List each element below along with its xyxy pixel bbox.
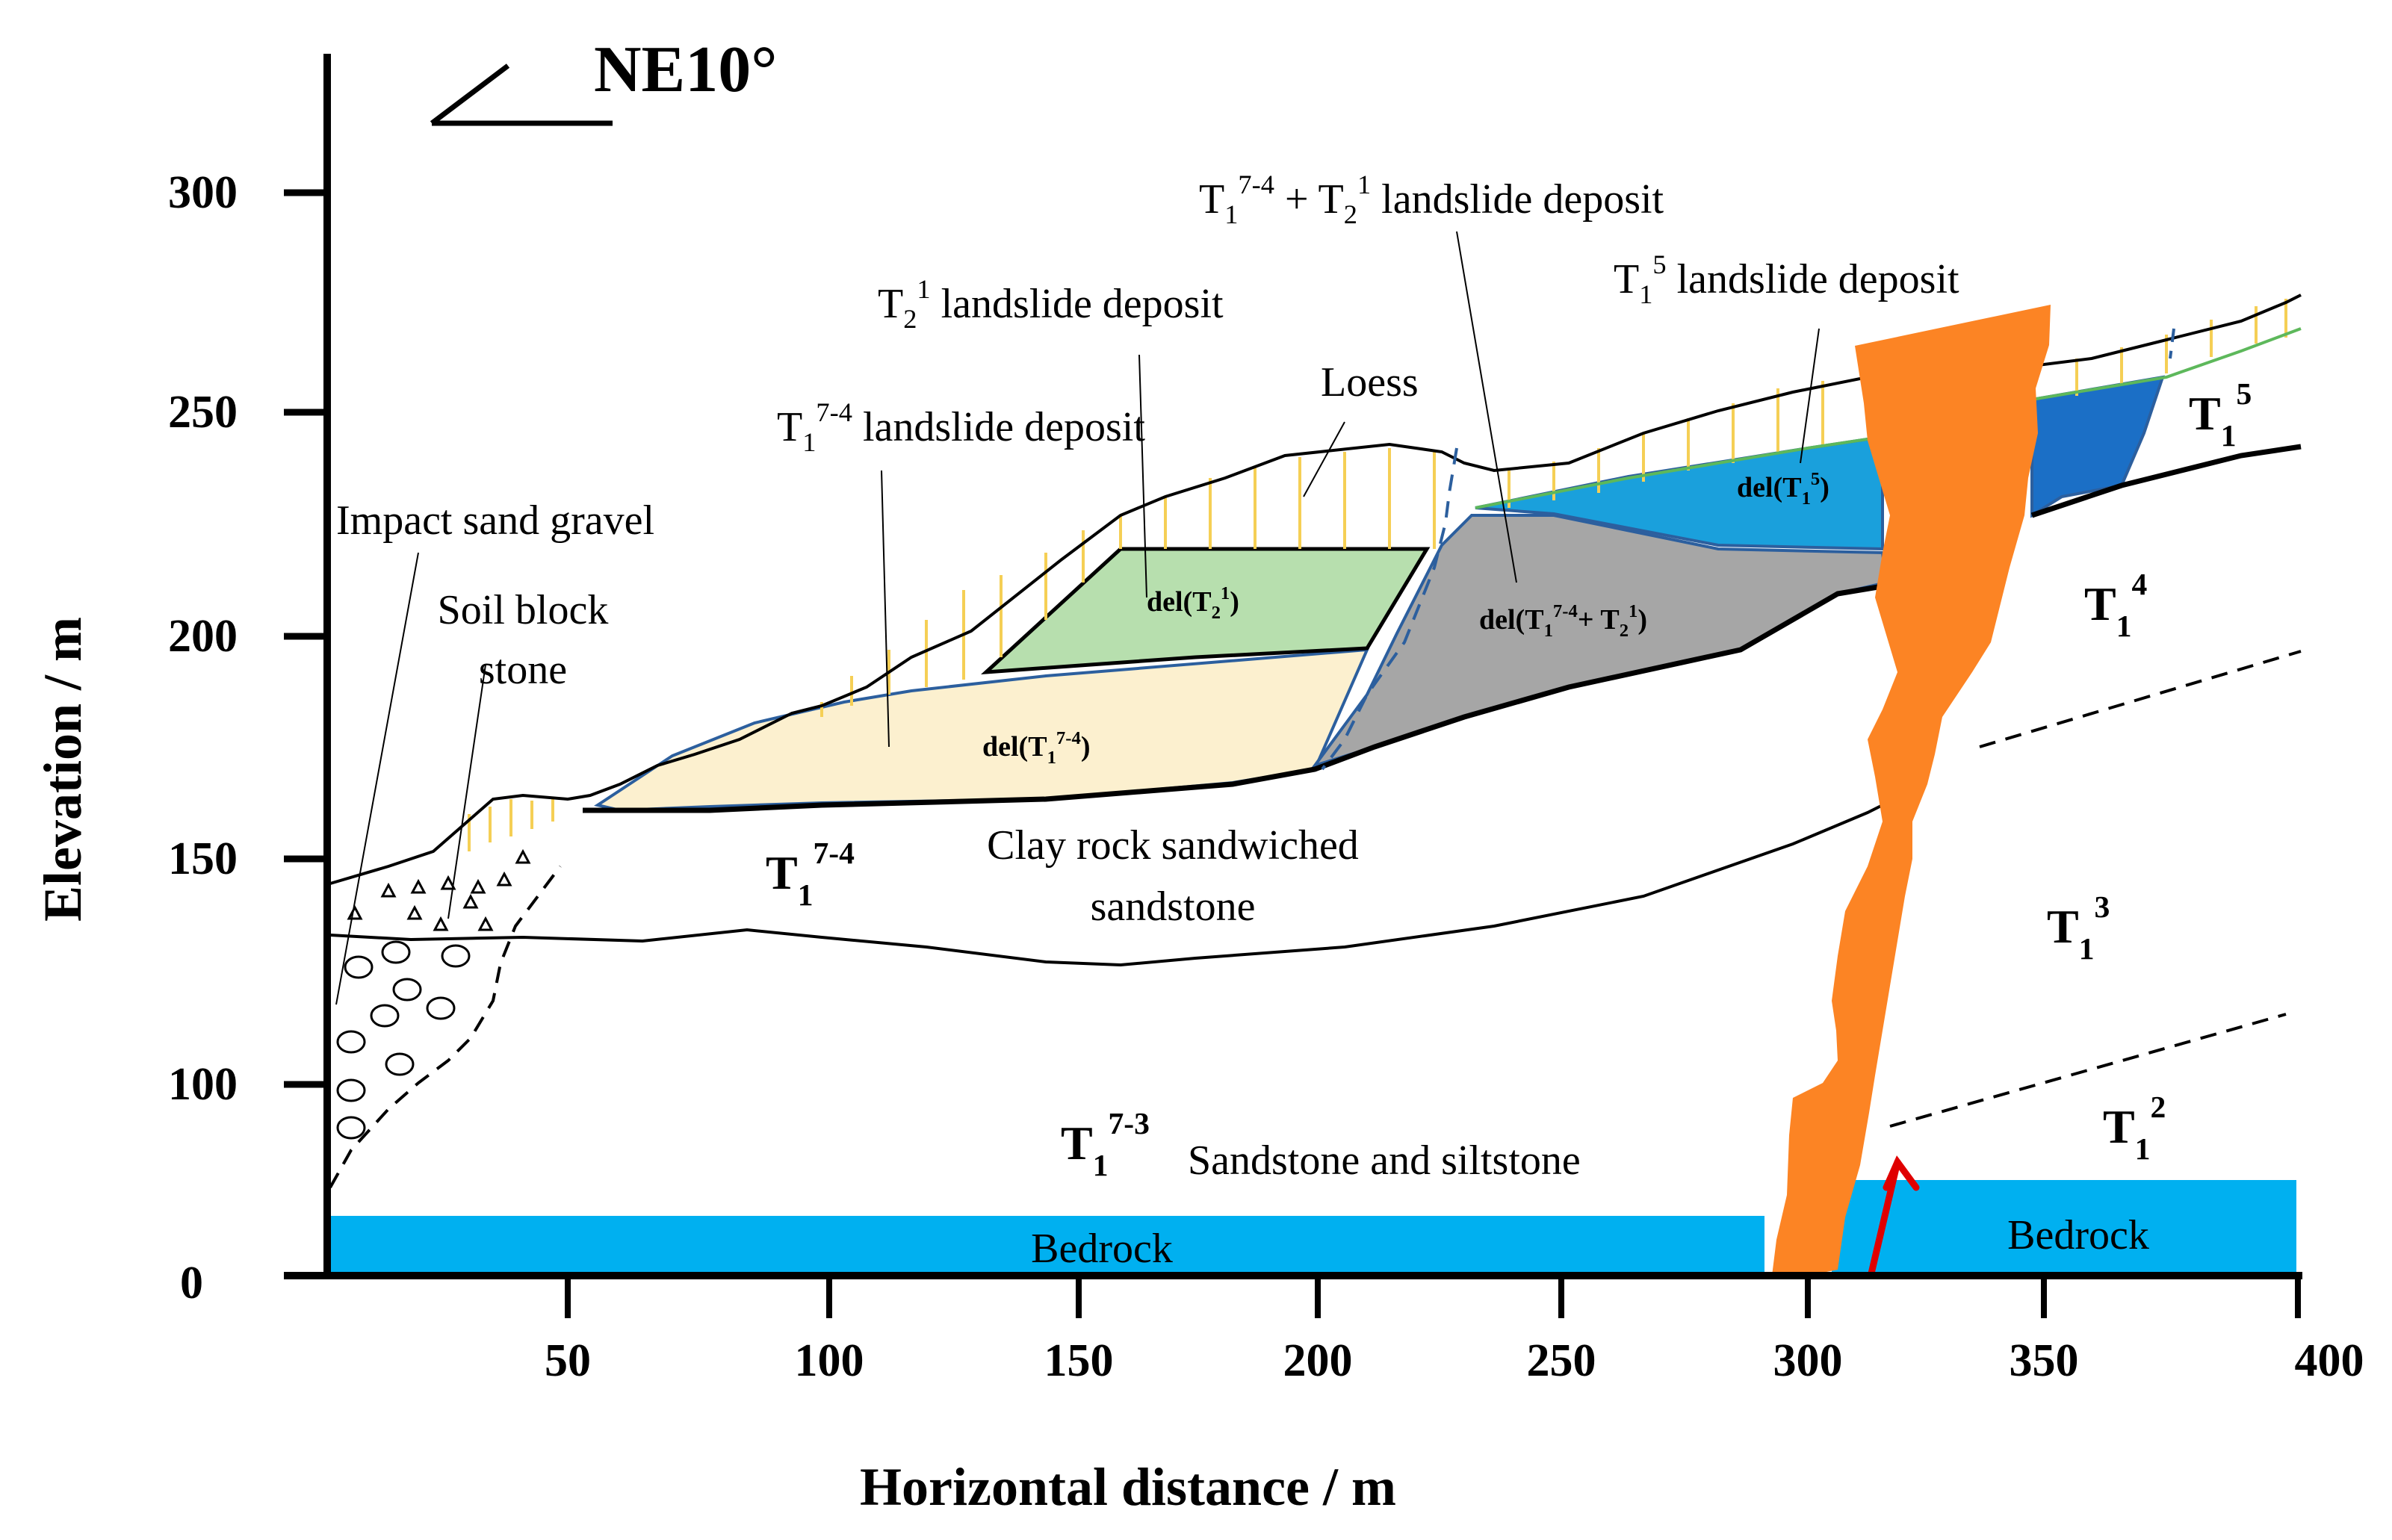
unit-t1-2: T12 (2103, 1090, 2166, 1166)
label-bedrock-right: Bedrock (2007, 1212, 2149, 1258)
label-bedrock-left: Bedrock (1031, 1226, 1173, 1272)
label-clay-rock-sandstone: sandstone (1091, 884, 1256, 930)
orange-intrusion (1772, 305, 2051, 1276)
label-sandstone-siltstone: Sandstone and siltstone (1188, 1137, 1581, 1184)
y-tick-150: 150 (168, 833, 238, 884)
del-t15: del(T15) (1737, 469, 1829, 509)
t2-deposit-area (981, 547, 1431, 675)
bedrock-right (1832, 1180, 2296, 1276)
label-loess: Loess (1321, 359, 1419, 406)
x-axis-title: Horizontal distance / m (860, 1457, 1396, 1517)
y-tick-200: 200 (168, 611, 238, 662)
x-tick-150: 150 (1044, 1335, 1114, 1386)
del-t17-4: del(T17-4) (982, 728, 1091, 768)
label-t17-4-deposit: T17-4 landslide deposit (777, 397, 1145, 457)
y-tick-100: 100 (168, 1059, 238, 1110)
del-t2: del(T21) (1147, 583, 1239, 623)
label-t2-deposit: T21 landslide deposit (878, 274, 1224, 334)
unit-t1-5: T15 (2189, 376, 2252, 453)
colluvium-symbols (336, 848, 531, 1140)
x-tick-200: 200 (1283, 1335, 1353, 1386)
y-axis-title: Elevation / m (33, 617, 93, 922)
leader-lines (335, 231, 1820, 1005)
y-tick-300: 300 (168, 167, 238, 218)
unit-t1-7-3: T17-3 (1061, 1106, 1150, 1182)
label-soil-block-stone: stone (479, 647, 567, 693)
t15-top-line-right (2031, 327, 2302, 401)
unit-t1-3: T13 (2047, 889, 2110, 966)
x-tick-100: 100 (795, 1335, 864, 1386)
label-t15-deposit: T15 landslide deposit (1614, 249, 1959, 309)
label-soil-block: Soil block (438, 587, 609, 633)
y-tick-250: 250 (168, 387, 238, 438)
t15-top-line (1475, 435, 1883, 509)
label-impact-sand-gravel: Impact sand gravel (336, 497, 654, 544)
label-t17-4-t2-deposit: T17-4 + T21 landslide deposit (1199, 170, 1664, 229)
bedrock-left (330, 1216, 1764, 1276)
x-tick-300: 300 (1773, 1335, 1843, 1386)
t17-4-deposit-area (594, 648, 1370, 813)
x-tick-50: 50 (545, 1335, 591, 1386)
fault-arrow (1868, 1155, 1920, 1277)
orientation-label: NE10° (594, 34, 777, 106)
axes (284, 54, 2302, 1318)
x-tick-350: 350 (2010, 1335, 2079, 1386)
del-t17-4-t2: del(T17-4+ T21) (1479, 601, 1647, 641)
y-tick-0: 0 (180, 1258, 203, 1308)
orientation-symbol (430, 63, 613, 126)
label-clay-rock: Clay rock sandwiched (987, 822, 1359, 869)
x-tick-400: 400 (2295, 1335, 2364, 1386)
unit-t1-7-4: T17-4 (766, 836, 855, 912)
unit-t1-4: T14 (2084, 567, 2147, 643)
x-tick-250: 250 (1527, 1335, 1596, 1386)
